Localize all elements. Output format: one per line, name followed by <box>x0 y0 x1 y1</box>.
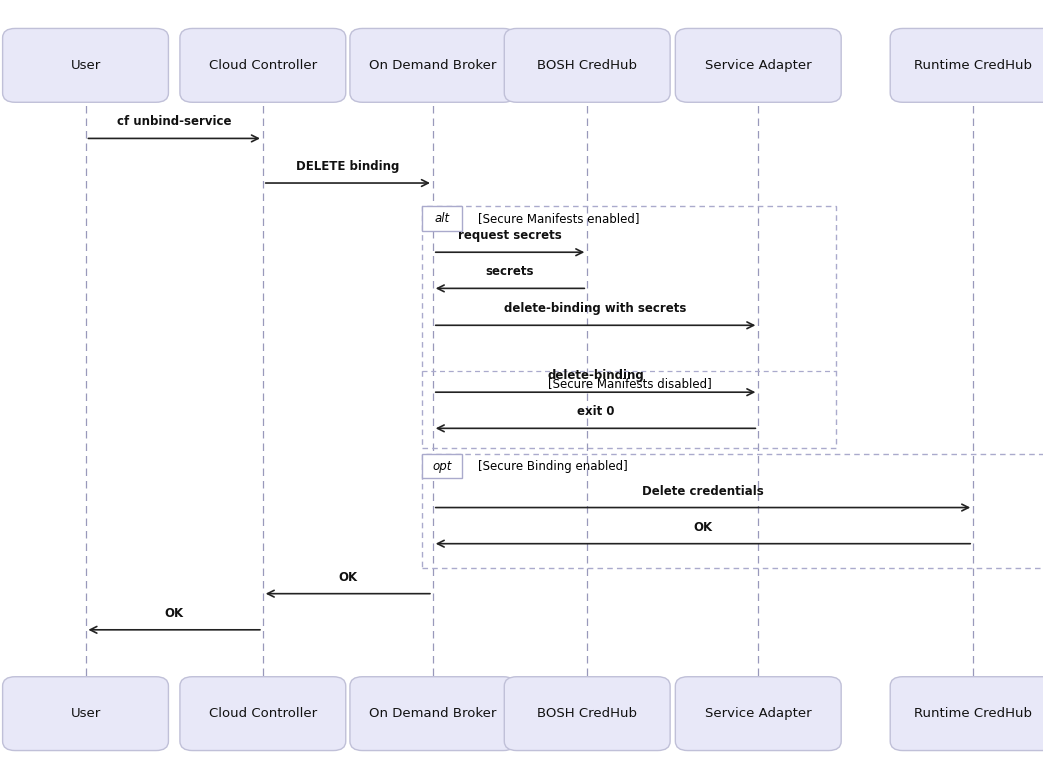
FancyBboxPatch shape <box>504 677 670 751</box>
Bar <box>422 206 462 231</box>
Text: secrets: secrets <box>486 265 534 278</box>
Text: alt: alt <box>435 212 450 225</box>
Text: User: User <box>70 707 101 720</box>
Text: Runtime CredHub: Runtime CredHub <box>914 707 1033 720</box>
Text: opt: opt <box>433 460 452 472</box>
Bar <box>422 206 836 448</box>
Text: exit 0: exit 0 <box>577 405 614 418</box>
FancyBboxPatch shape <box>2 28 169 102</box>
FancyBboxPatch shape <box>2 677 169 751</box>
Text: [Secure Binding enabled]: [Secure Binding enabled] <box>478 460 628 472</box>
Text: Cloud Controller: Cloud Controller <box>209 59 317 72</box>
Text: Service Adapter: Service Adapter <box>705 59 811 72</box>
Text: [Secure Manifests disabled]: [Secure Manifests disabled] <box>548 377 711 390</box>
Text: BOSH CredHub: BOSH CredHub <box>537 707 637 720</box>
FancyBboxPatch shape <box>179 28 345 102</box>
FancyBboxPatch shape <box>349 677 515 751</box>
FancyBboxPatch shape <box>504 28 670 102</box>
Text: Delete credentials: Delete credentials <box>642 484 763 498</box>
Text: OK: OK <box>165 607 184 620</box>
Text: cf unbind-service: cf unbind-service <box>117 115 232 128</box>
Text: BOSH CredHub: BOSH CredHub <box>537 59 637 72</box>
Text: request secrets: request secrets <box>458 229 562 242</box>
FancyBboxPatch shape <box>349 28 515 102</box>
FancyBboxPatch shape <box>891 677 1043 751</box>
FancyBboxPatch shape <box>676 28 841 102</box>
Bar <box>422 454 1043 568</box>
Bar <box>422 454 462 478</box>
FancyBboxPatch shape <box>676 677 841 751</box>
Text: User: User <box>70 59 101 72</box>
Text: delete-binding with secrets: delete-binding with secrets <box>505 302 686 315</box>
Text: Service Adapter: Service Adapter <box>705 707 811 720</box>
FancyBboxPatch shape <box>179 677 345 751</box>
Text: Cloud Controller: Cloud Controller <box>209 707 317 720</box>
Text: delete-binding: delete-binding <box>548 369 644 382</box>
FancyBboxPatch shape <box>891 28 1043 102</box>
Text: OK: OK <box>338 571 358 584</box>
Text: On Demand Broker: On Demand Broker <box>369 707 496 720</box>
Text: OK: OK <box>694 521 712 534</box>
Text: DELETE binding: DELETE binding <box>296 160 399 173</box>
Text: Runtime CredHub: Runtime CredHub <box>914 59 1033 72</box>
Text: [Secure Manifests enabled]: [Secure Manifests enabled] <box>478 212 639 225</box>
Text: On Demand Broker: On Demand Broker <box>369 59 496 72</box>
